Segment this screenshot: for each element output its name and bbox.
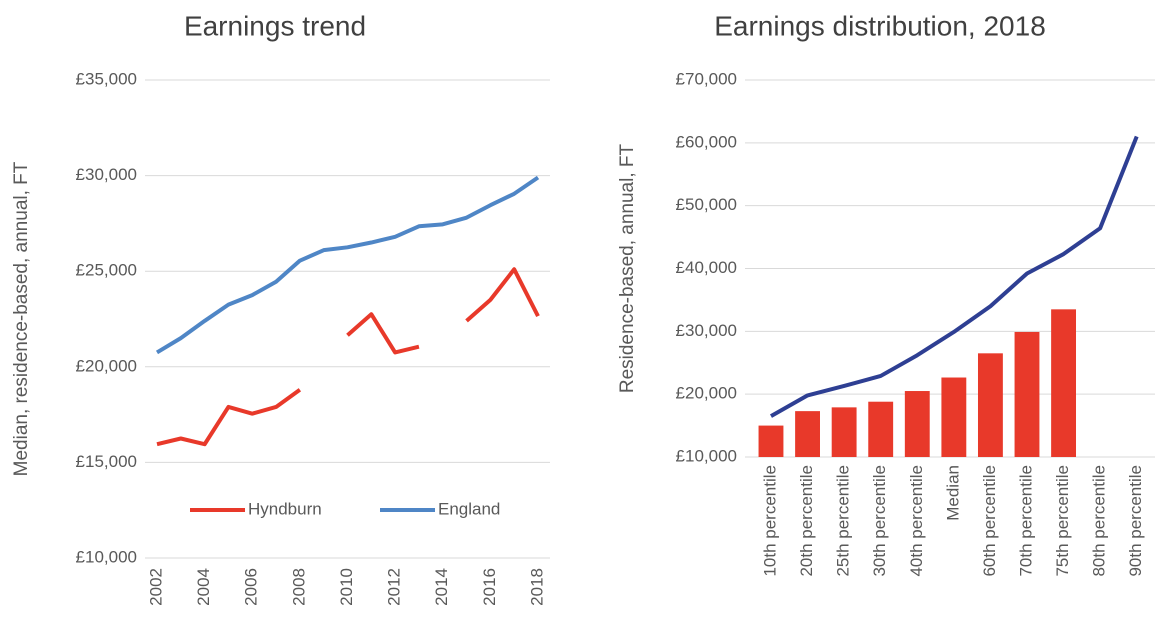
x-tick-label: 2018 [527, 568, 546, 606]
x-tick-label: 2012 [385, 568, 404, 606]
x-tick-label: 2002 [146, 568, 165, 606]
bar [1051, 309, 1077, 457]
bar [977, 353, 1003, 457]
x-tick-label: 60th percentile [980, 465, 999, 577]
x-tick-label: 2006 [242, 568, 261, 606]
chart-title: Earnings trend [184, 10, 366, 41]
bar [795, 411, 820, 457]
bar [758, 425, 784, 457]
bar [941, 377, 967, 457]
x-tick-label: 75th percentile [1053, 465, 1072, 577]
bar [904, 391, 930, 457]
x-tick-label: 30th percentile [870, 465, 889, 577]
x-tick-label: Median [943, 465, 962, 521]
x-tick-label: 25th percentile [834, 465, 853, 577]
x-tick-label: 2008 [289, 568, 308, 606]
x-tick-label: 2010 [337, 568, 356, 606]
y-tick-label: £30,000 [676, 321, 737, 340]
y-tick-label: £15,000 [76, 452, 137, 471]
legend-label: England [438, 499, 500, 518]
y-tick-label: £25,000 [76, 261, 137, 280]
x-tick-label: 10th percentile [760, 465, 779, 577]
y-tick-label: £10,000 [676, 446, 737, 465]
x-tick-label: 2014 [432, 568, 451, 606]
x-tick-label: 70th percentile [1016, 465, 1035, 577]
y-axis-title: Residence-based, annual, FT [617, 143, 638, 393]
y-tick-label: £40,000 [676, 258, 737, 277]
x-tick-label: 90th percentile [1126, 465, 1145, 577]
y-tick-label: £70,000 [676, 69, 737, 88]
y-axis-title: Median, residence-based, annual, FT [11, 161, 32, 476]
x-tick-label: 2004 [194, 568, 213, 606]
x-tick-label: 80th percentile [1090, 465, 1109, 577]
x-tick-label: 20th percentile [797, 465, 816, 577]
y-tick-label: £60,000 [676, 132, 737, 151]
y-tick-label: £30,000 [76, 165, 137, 184]
y-tick-label: £35,000 [76, 69, 137, 88]
bar [868, 401, 894, 457]
x-tick-label: 40th percentile [907, 465, 926, 577]
y-tick-label: £20,000 [76, 356, 137, 375]
y-tick-label: £10,000 [76, 547, 137, 566]
bar [831, 407, 857, 457]
bar [1014, 331, 1040, 457]
y-tick-label: £50,000 [676, 195, 737, 214]
line [156, 267, 540, 447]
line [155, 175, 540, 355]
chart-title: Earnings distribution, 2018 [714, 10, 1046, 41]
x-tick-label: 2016 [480, 568, 499, 606]
legend-label: Hyndburn [248, 499, 322, 518]
line [769, 135, 1139, 418]
y-tick-label: £20,000 [676, 384, 737, 403]
